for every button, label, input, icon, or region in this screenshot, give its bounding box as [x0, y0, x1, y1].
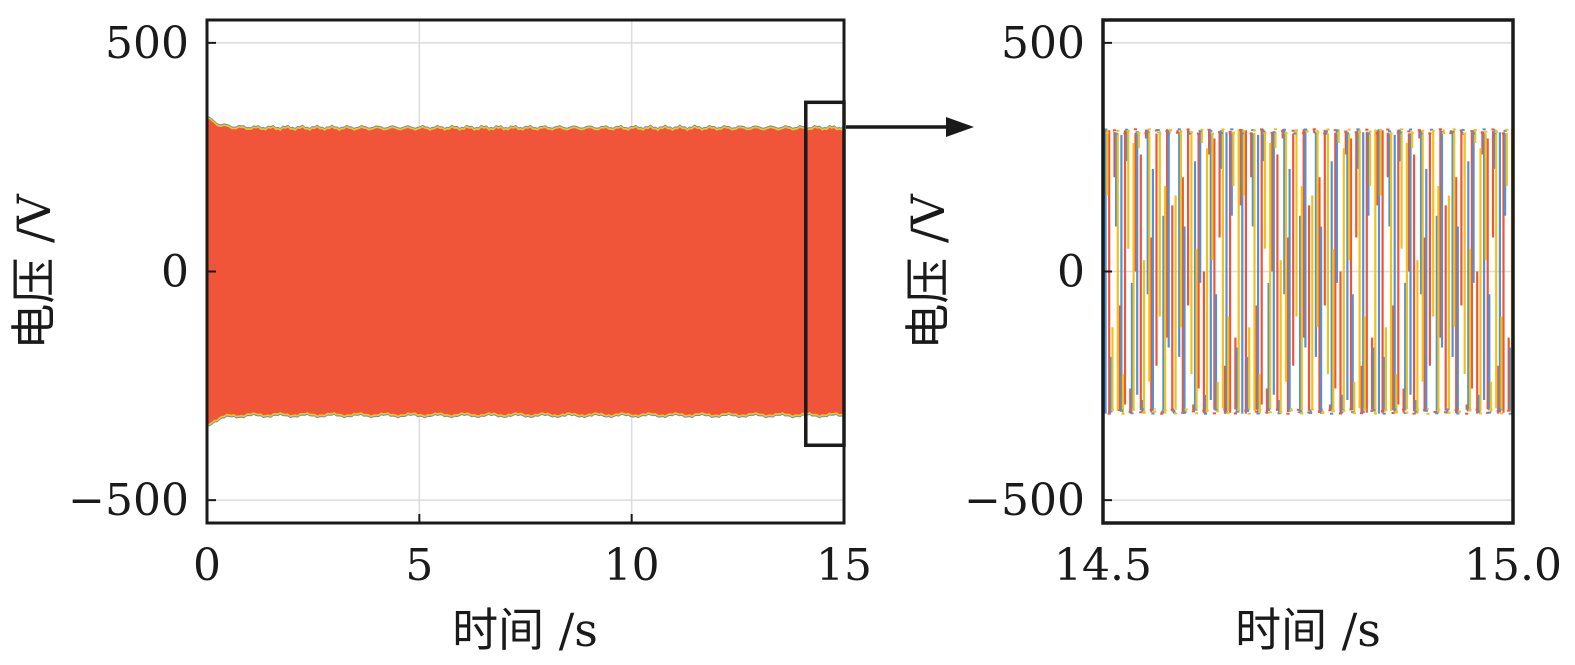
y-tick-label: 0 — [161, 247, 189, 298]
left-y-ticks: −500 0 500 — [68, 18, 216, 526]
phase-edge — [207, 410, 844, 426]
right-x-axis-label: 时间 /s — [1235, 603, 1381, 657]
zoom-arrow — [846, 117, 974, 137]
phase-edge — [207, 116, 844, 133]
left-x-axis-label: 时间 /s — [452, 603, 598, 657]
x-tick-label: 15.0 — [1464, 540, 1562, 591]
y-tick-label: 500 — [105, 18, 189, 69]
right-waveforms — [1103, 128, 1513, 415]
x-tick-label: 10 — [604, 540, 660, 591]
left-envelope — [207, 115, 844, 427]
right-x-ticks: 14.5 15.0 — [1054, 514, 1562, 591]
x-tick-label: 15 — [816, 540, 872, 591]
y-tick-label: 0 — [1057, 247, 1085, 298]
y-tick-label: −500 — [964, 475, 1085, 526]
zoom-box — [804, 100, 846, 448]
x-tick-label: 14.5 — [1054, 540, 1152, 591]
x-tick-label: 0 — [193, 540, 221, 591]
right-y-axis-label: 电压 /V — [901, 194, 955, 350]
right-chart: −500 0 500 14.5 15.0 时间 /s 电压 /V — [901, 18, 1562, 657]
left-y-axis-label: 电压 /V — [7, 194, 61, 350]
x-tick-label: 5 — [405, 540, 433, 591]
y-tick-label: 500 — [1001, 18, 1085, 69]
phase-switching-waveform — [1106, 129, 1513, 414]
right-y-ticks: −500 0 500 — [964, 18, 1112, 526]
y-tick-label: −500 — [68, 475, 189, 526]
voltage-envelope — [207, 118, 844, 425]
left-x-ticks: 0 5 10 15 — [193, 514, 872, 591]
